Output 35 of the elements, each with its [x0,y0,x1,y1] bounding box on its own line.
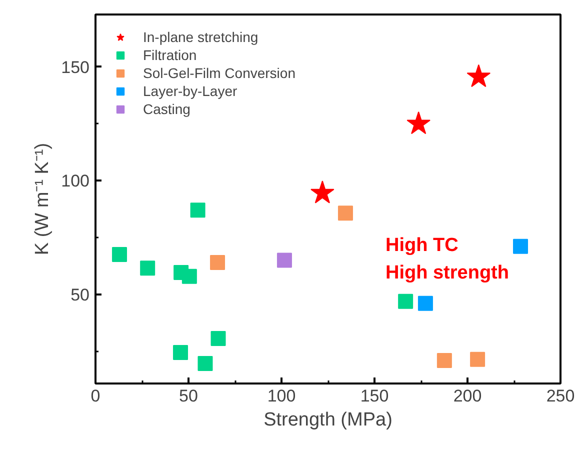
x-tick-label: 50 [179,386,198,406]
point [210,330,226,346]
x-tick-label: 0 [90,386,100,406]
point [210,254,226,270]
point [406,111,430,134]
y-tick-label: 100 [61,172,90,191]
y-tick-label: 50 [70,285,90,304]
point [513,238,528,254]
x-tick-label: 150 [360,386,389,406]
point [466,64,491,88]
point [112,247,127,262]
point [276,252,292,268]
legend-label: In-plane stretching [143,29,258,45]
annotation: High TC High strength [386,235,509,284]
point [310,180,334,204]
point [398,294,414,309]
point [140,260,156,276]
point [418,296,433,311]
x-tick-label: 200 [453,386,482,406]
point [338,206,353,221]
point [182,268,197,284]
point [173,345,188,360]
x-tick-label: 250 [546,386,575,406]
legend-label: Layer-by-Layer [143,83,238,99]
point [190,202,206,218]
x-tick-label: 100 [267,386,296,406]
y-tick-label: 150 [61,58,90,77]
y-axis-title: K (W m⁻¹ K⁻¹) [32,142,54,256]
legend-label: Sol-Gel-Film Conversion [143,65,296,81]
point [436,353,452,368]
legend-label: Filtration [143,47,197,63]
point [198,356,213,371]
point [470,352,486,367]
x-axis-title: Strength (MPa) [264,410,392,430]
legend-label: Casting [143,101,190,117]
